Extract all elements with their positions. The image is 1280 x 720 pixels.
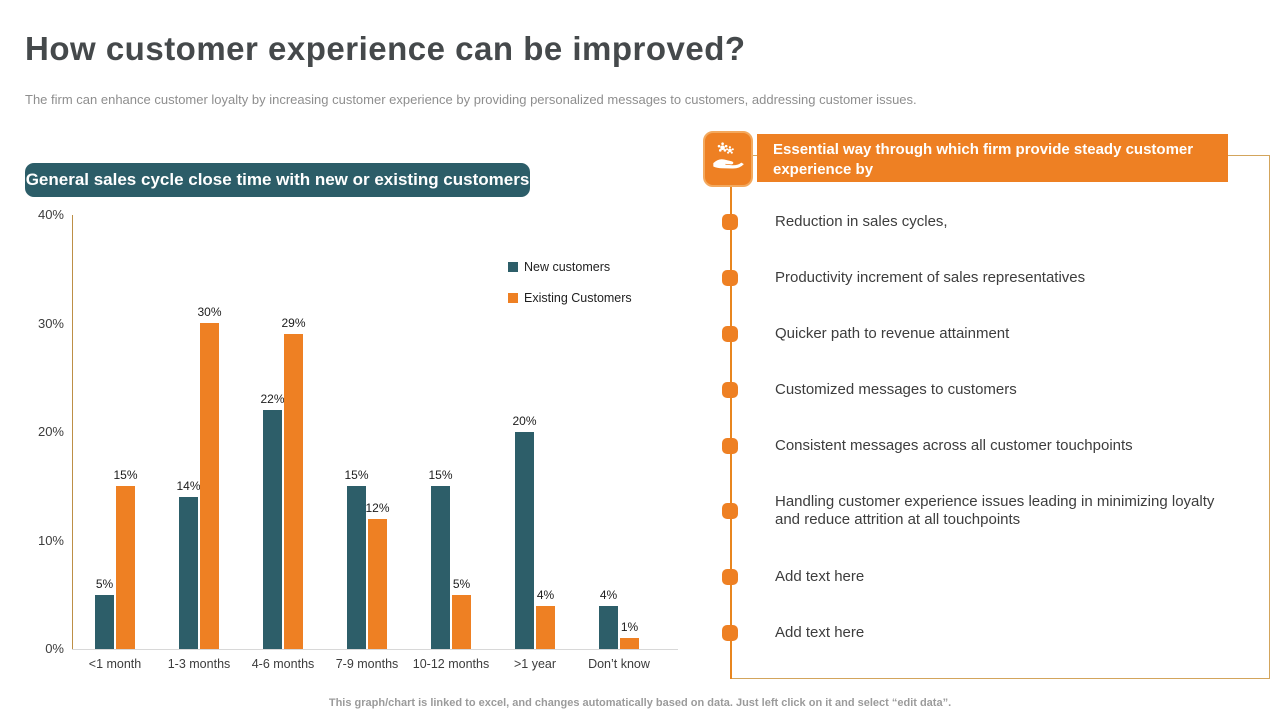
bullet-square-icon <box>722 382 738 398</box>
chart-title-banner: General sales cycle close time with new … <box>25 163 530 197</box>
panel-icon-box <box>703 131 753 187</box>
bullet-square-icon <box>722 625 738 641</box>
bar-value-label: 5% <box>452 577 471 591</box>
bar-value-label: 22% <box>260 392 285 406</box>
legend-label: New customers <box>524 260 611 274</box>
x-category-label: 4-6 months <box>251 657 315 671</box>
bar-value-label: 15% <box>113 468 138 482</box>
y-tick-label: 40% <box>37 207 64 222</box>
bar-new-1-3 months[interactable] <box>179 497 198 649</box>
x-category-label: 7-9 months <box>335 657 399 671</box>
list-item: Customized messages to customers <box>775 381 1017 398</box>
list-item: Add text here <box>775 568 865 585</box>
x-category-label: Don’t know <box>588 657 650 671</box>
bar-value-label: 5% <box>95 577 114 591</box>
bullet-square-icon <box>722 569 738 585</box>
bar-value-label: 15% <box>344 468 369 482</box>
y-axis-line <box>72 215 73 649</box>
bar-value-label: 15% <box>428 468 453 482</box>
bar-value-label: 12% <box>365 501 390 515</box>
bar-value-label: 4% <box>536 588 555 602</box>
legend-swatch-existing-customers <box>508 293 518 303</box>
list-item: Productivity increment of sales represen… <box>775 269 1086 286</box>
y-tick-label: 20% <box>37 424 64 439</box>
legend-item-existing-customers[interactable]: Existing Customers <box>508 291 632 305</box>
list-item: Reduction in sales cycles, <box>775 213 948 230</box>
list-item: Handling customer experience issues lead… <box>775 493 1215 528</box>
bullet-square-icon <box>722 214 738 230</box>
bar-value-label: 1% <box>620 620 639 634</box>
bar-existing->1 year[interactable] <box>536 606 555 649</box>
y-tick-label: 10% <box>37 532 64 548</box>
bar-chart[interactable]: 40% 30% 20% 10% 0% 5% 15% <1 month 14% 30% 1-3 mo… <box>25 205 680 685</box>
x-category-label: <1 month <box>88 657 142 671</box>
panel-header-banner: Essential way through which firm provide… <box>757 134 1228 182</box>
bullet-square-icon <box>722 438 738 454</box>
x-category-label: 1-3 months <box>167 657 231 671</box>
y-tick-label: 0% <box>45 641 64 656</box>
panel-connector-line <box>729 186 732 679</box>
bar-new-4-6 months[interactable] <box>263 410 282 649</box>
bar-new-<1 month[interactable] <box>95 595 114 649</box>
legend-item-new-customers[interactable]: New customers <box>508 260 610 274</box>
page-title: How customer experience can be improved? <box>25 30 746 67</box>
bullet-square-icon <box>722 503 738 519</box>
bullet-square-icon <box>722 270 738 286</box>
bar-new-Don’t know[interactable] <box>599 606 618 649</box>
x-category-label: 10-12 months <box>412 657 490 671</box>
footer-note: This graph/chart is linked to excel, and… <box>328 697 952 709</box>
list-item: Quicker path to revenue attainment <box>775 325 1010 342</box>
bar-existing-1-3 months[interactable] <box>200 323 219 649</box>
bar-value-label: 20% <box>512 414 537 428</box>
bar-value-label: 4% <box>599 588 618 602</box>
bar-existing-10-12 months[interactable] <box>452 595 471 649</box>
list-item: Add text here <box>775 624 865 641</box>
bar-new-7-9 months[interactable] <box>347 486 366 649</box>
page-subtitle: The firm can enhance customer loyalty by… <box>25 92 917 107</box>
y-tick-label: 30% <box>37 315 64 331</box>
bar-existing-<1 month[interactable] <box>116 486 135 649</box>
bar-value-label: 29% <box>281 316 306 330</box>
x-category-label: >1 year <box>513 657 557 671</box>
panel-border-box <box>731 155 1270 679</box>
bar-value-label: 14% <box>176 479 201 493</box>
list-item: Consistent messages across all customer … <box>775 437 1133 454</box>
bar-existing-Don’t know[interactable] <box>620 638 639 649</box>
bar-value-label: 30% <box>197 305 222 319</box>
x-axis-line <box>72 649 678 650</box>
bar-new->1 year[interactable] <box>515 432 534 649</box>
bar-existing-4-6 months[interactable] <box>284 334 303 649</box>
essential-ways-panel: Essential way through which firm provide… <box>703 130 1270 686</box>
bar-new-10-12 months[interactable] <box>431 486 450 649</box>
bullet-square-icon <box>722 326 738 342</box>
legend-label: Existing Customers <box>524 291 632 305</box>
bar-existing-7-9 months[interactable] <box>368 519 387 649</box>
legend-swatch-new-customers <box>508 262 518 272</box>
hand-holding-flowers-icon <box>711 140 745 179</box>
